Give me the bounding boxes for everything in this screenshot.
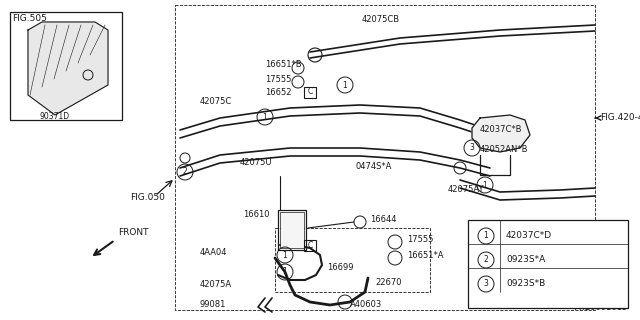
- Text: A40603: A40603: [350, 300, 382, 309]
- Text: FIG.505: FIG.505: [12, 14, 47, 23]
- Bar: [304, 239, 316, 251]
- Bar: [304, 86, 316, 98]
- Text: 42075U: 42075U: [240, 158, 273, 167]
- Bar: [278, 210, 306, 250]
- Text: 0474S*A: 0474S*A: [355, 162, 392, 171]
- Text: 3: 3: [484, 279, 488, 289]
- Text: 16651*A: 16651*A: [407, 252, 444, 260]
- Text: 1: 1: [484, 231, 488, 241]
- Text: 16610: 16610: [243, 210, 270, 219]
- Text: 16652: 16652: [265, 88, 291, 97]
- Bar: [10, 12, 122, 120]
- Text: 42075AY: 42075AY: [448, 185, 484, 194]
- Text: A420001615: A420001615: [575, 303, 628, 312]
- Bar: [468, 220, 628, 308]
- Text: 17555: 17555: [265, 75, 291, 84]
- Text: 3: 3: [470, 143, 474, 153]
- Text: 2: 2: [484, 255, 488, 265]
- Text: 42075A: 42075A: [200, 280, 232, 289]
- Text: 42037C*D: 42037C*D: [506, 231, 552, 241]
- Text: 16699: 16699: [327, 263, 353, 272]
- Text: 22670: 22670: [375, 278, 401, 287]
- Text: 90371D: 90371D: [40, 112, 70, 121]
- Text: 16644: 16644: [370, 215, 397, 225]
- Polygon shape: [472, 115, 530, 152]
- Text: 1: 1: [262, 113, 268, 122]
- Text: 1: 1: [283, 251, 287, 260]
- Text: C: C: [307, 87, 312, 97]
- Text: 99081: 99081: [200, 300, 227, 309]
- Text: 0923S*B: 0923S*B: [506, 279, 545, 289]
- Text: 16651*B: 16651*B: [265, 60, 301, 69]
- Text: 42075CB: 42075CB: [362, 15, 400, 24]
- Text: 1: 1: [483, 180, 488, 189]
- Text: FIG.050: FIG.050: [130, 194, 165, 203]
- Text: FIG.420-4: FIG.420-4: [600, 114, 640, 123]
- Polygon shape: [28, 22, 108, 115]
- Text: C: C: [307, 241, 312, 250]
- Text: 2: 2: [182, 167, 188, 177]
- Text: 17555: 17555: [407, 236, 433, 244]
- Text: 1: 1: [283, 268, 287, 276]
- Text: FRONT: FRONT: [118, 228, 148, 237]
- Text: 1: 1: [342, 81, 348, 90]
- Bar: [280, 212, 304, 248]
- Text: 42037C*B: 42037C*B: [480, 125, 522, 134]
- Text: 42052AN*B: 42052AN*B: [480, 146, 529, 155]
- Text: 4AA04: 4AA04: [200, 248, 227, 257]
- Text: 42075C: 42075C: [200, 97, 232, 106]
- Text: 0923S*A: 0923S*A: [506, 255, 545, 265]
